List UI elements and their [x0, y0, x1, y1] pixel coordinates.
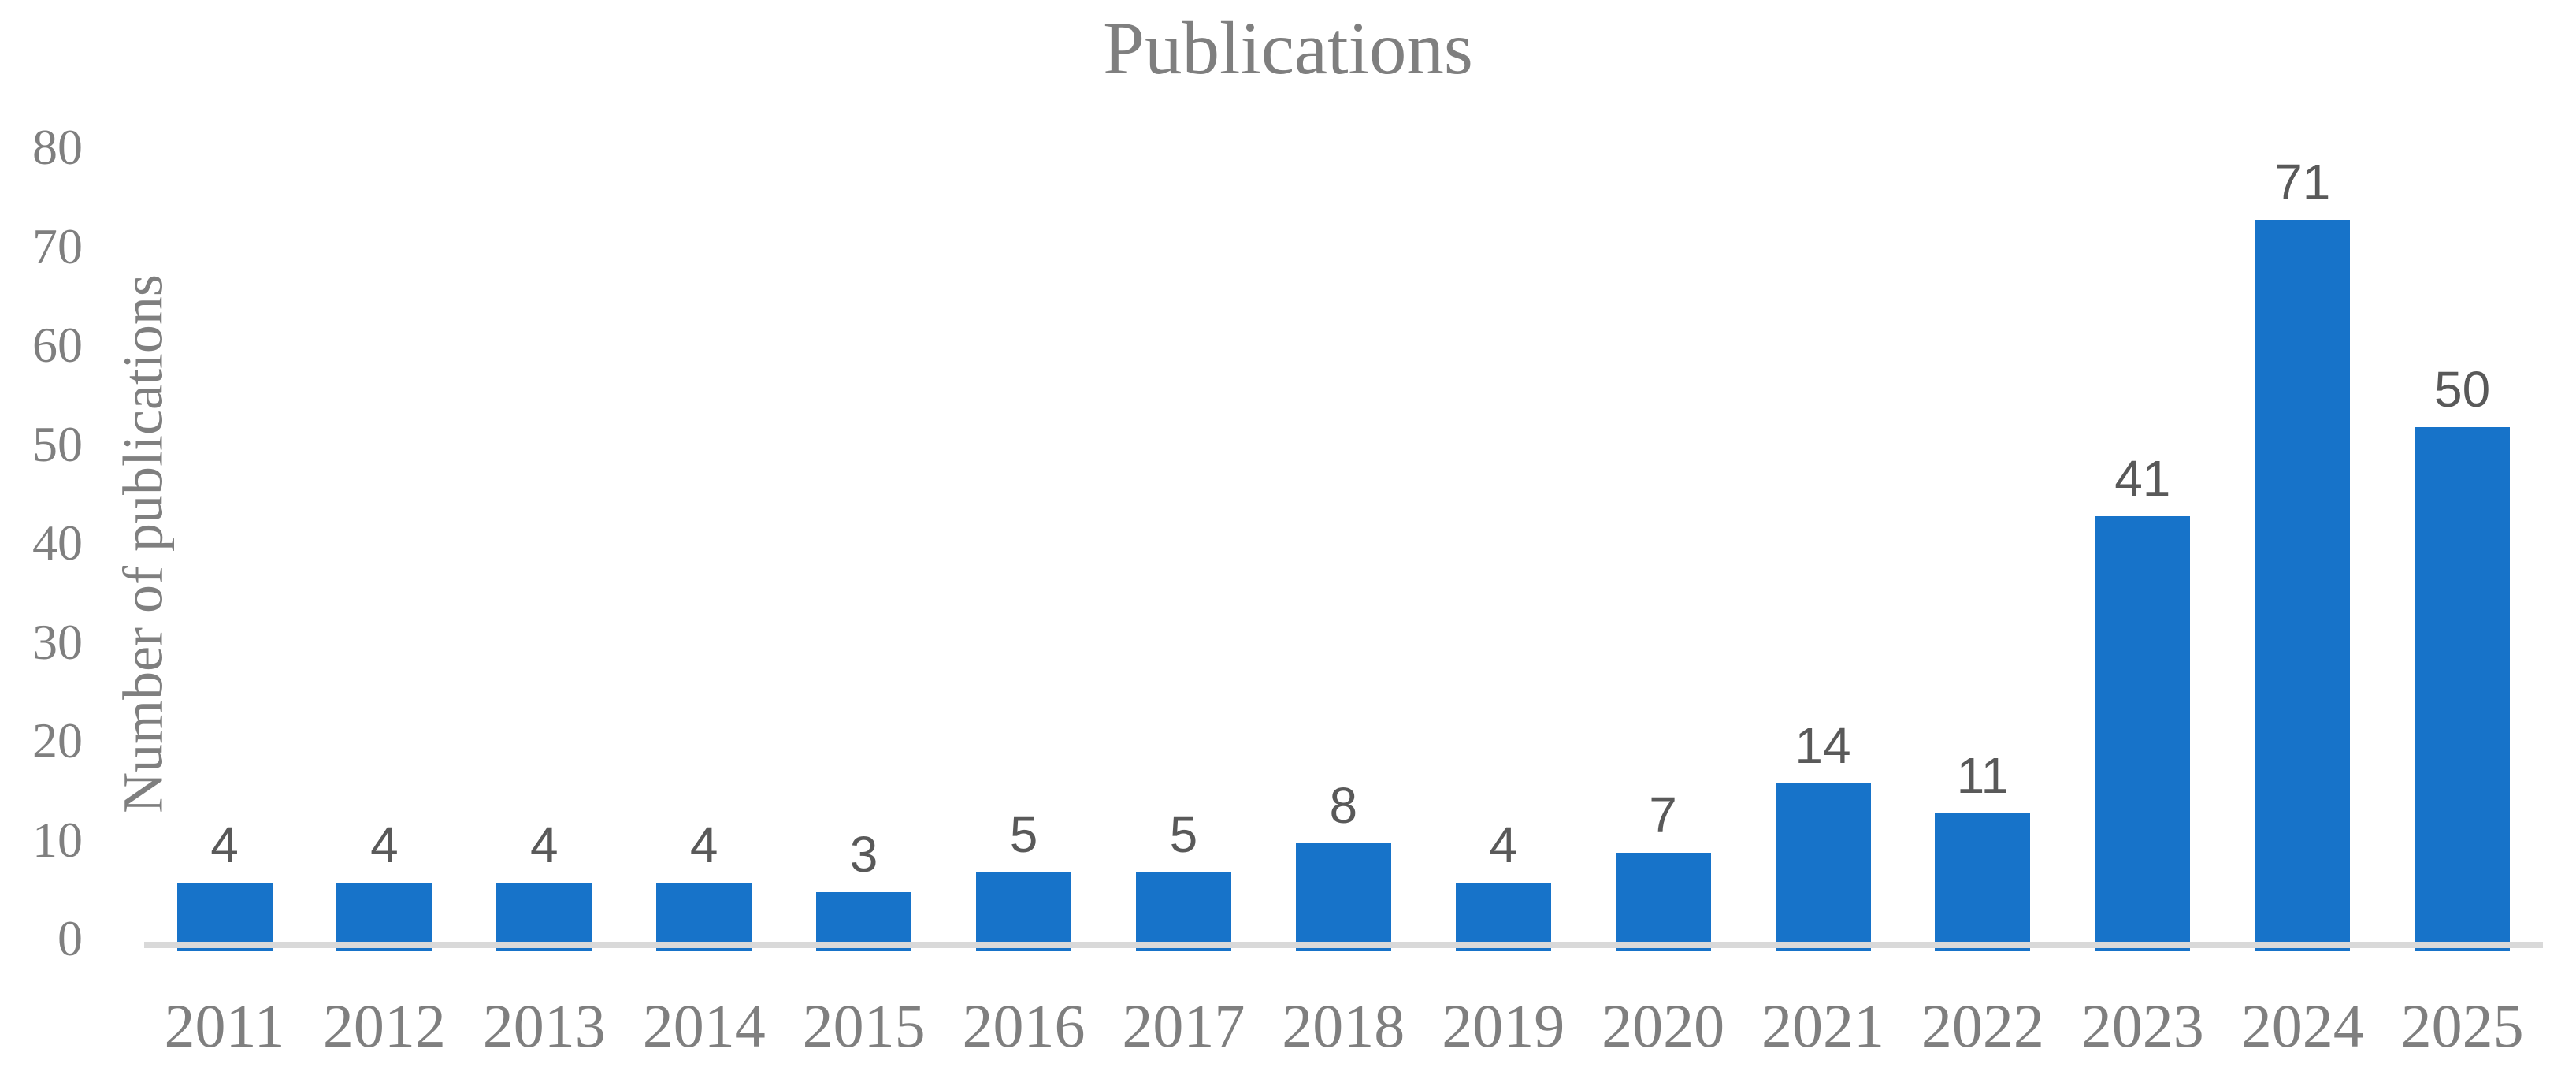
bar-value-label: 4 [689, 816, 718, 873]
bar-value-label: 50 [2434, 361, 2491, 418]
x-tick-label: 2020 [1602, 991, 1725, 1060]
x-tick-label: 2023 [2080, 991, 2204, 1060]
bar [496, 883, 592, 951]
x-axis-baseline [144, 942, 2543, 948]
x-tick-label: 2011 [164, 991, 285, 1060]
bar-value-label: 11 [1956, 747, 2010, 804]
x-tick-label: 2017 [1122, 991, 1245, 1060]
bar-value-label: 4 [370, 816, 399, 873]
bar-value-label: 71 [2274, 154, 2331, 210]
bar [2255, 220, 2351, 951]
x-tick-label: 2015 [802, 991, 926, 1060]
bar [816, 892, 912, 951]
y-tick-label: 10 [32, 811, 83, 868]
bar [976, 872, 1071, 951]
x-tick-label: 2013 [482, 991, 606, 1060]
y-tick-label: 80 [32, 119, 83, 175]
x-tick-label: 2019 [1442, 991, 1565, 1060]
bar [1455, 883, 1551, 951]
bar-value-label: 7 [1649, 787, 1677, 843]
y-tick-label: 0 [58, 910, 83, 966]
y-axis-title: Number of publications [111, 274, 175, 813]
y-tick-label: 70 [32, 218, 83, 274]
bar-value-label: 14 [1795, 717, 1851, 774]
bar [1615, 853, 1711, 951]
bar-value-label: 5 [1169, 806, 1198, 863]
x-tick-label: 2014 [642, 991, 766, 1060]
bar-value-label: 3 [849, 826, 878, 883]
bar-value-label: 8 [1329, 777, 1358, 834]
y-tick-label: 40 [32, 515, 83, 571]
bar [1935, 813, 2031, 951]
x-tick-label: 2024 [2240, 991, 2364, 1060]
bar-value-label: 5 [1009, 806, 1038, 863]
bar-value-label: 4 [1489, 816, 1517, 873]
bar-value-label: 4 [210, 816, 239, 873]
x-tick-label: 2016 [962, 991, 1086, 1060]
x-tick-label: 2012 [322, 991, 446, 1060]
bar [1295, 843, 1391, 951]
bar [176, 883, 273, 951]
y-tick-label: 30 [32, 613, 83, 670]
bar [2415, 427, 2511, 951]
bar-value-label: 41 [2114, 450, 2171, 507]
bar [336, 883, 432, 951]
x-tick-label: 2025 [2400, 991, 2524, 1060]
x-tick-label: 2022 [1921, 991, 2044, 1060]
bar-value-label: 4 [530, 816, 559, 873]
bar [656, 883, 752, 951]
x-tick-label: 2021 [1761, 991, 1884, 1060]
y-tick-label: 60 [32, 317, 83, 373]
y-tick-label: 20 [32, 712, 83, 768]
y-tick-label: 50 [32, 415, 83, 472]
x-tick-label: 2018 [1282, 991, 1405, 1060]
bar [2095, 516, 2191, 951]
chart-title: Publications [1103, 6, 1473, 90]
bar [1775, 783, 1871, 951]
bar [1135, 872, 1231, 951]
